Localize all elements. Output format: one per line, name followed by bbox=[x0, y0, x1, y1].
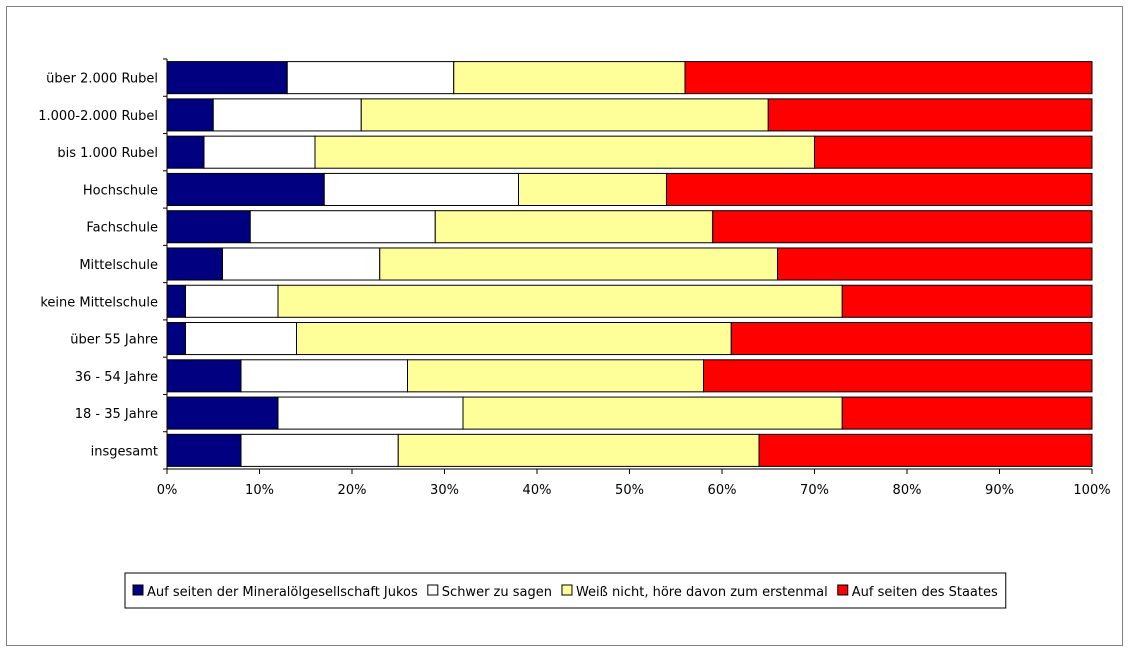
bar-segment-4-row-6 bbox=[777, 247, 1093, 281]
x-tick-label: 80% bbox=[893, 483, 922, 498]
legend-swatch-3 bbox=[561, 584, 573, 596]
y-tick-label: keine Mittelschule bbox=[40, 295, 158, 310]
bar-segment-4-row-2 bbox=[767, 98, 1093, 132]
legend-label-2: Schwer zu sagen bbox=[442, 585, 552, 600]
x-tick-label: 90% bbox=[985, 483, 1014, 498]
bar-segment-2-row-3 bbox=[203, 135, 316, 169]
bars-layer bbox=[166, 61, 1093, 467]
x-tick-label: 10% bbox=[245, 483, 274, 498]
bar-segment-4-row-11 bbox=[758, 433, 1093, 467]
legend-swatch-1 bbox=[132, 584, 144, 596]
x-tick-label: 60% bbox=[708, 483, 737, 498]
bar-segment-1-row-2 bbox=[166, 98, 214, 132]
x-tick-label: 50% bbox=[615, 483, 644, 498]
x-tick-label: 20% bbox=[338, 483, 367, 498]
x-tick-label: 40% bbox=[523, 483, 552, 498]
bar-segment-1-row-6 bbox=[166, 247, 223, 281]
bar-segment-3-row-7 bbox=[277, 284, 843, 318]
bar-segment-3-row-2 bbox=[360, 98, 769, 132]
y-tick-label: 18 - 35 Jahre bbox=[75, 407, 158, 422]
x-axis-labels: 0% 10% 20% 30% 40% 50% 60% 70% 80% 90% 100% bbox=[157, 483, 1111, 498]
bar-segment-1-row-3 bbox=[166, 135, 205, 169]
y-tick-label: 1.000-2.000 Rubel bbox=[38, 109, 158, 124]
legend-label-1: Auf seiten der Mineralölgesellschaft Juk… bbox=[147, 585, 418, 600]
bar-segment-2-row-7 bbox=[185, 284, 279, 318]
bar-segment-4-row-1 bbox=[684, 61, 1093, 95]
bar-segment-4-row-7 bbox=[841, 284, 1093, 318]
bar-segment-4-row-10 bbox=[841, 396, 1093, 430]
bar-segment-3-row-4 bbox=[518, 172, 667, 206]
legend-swatch-2 bbox=[427, 584, 439, 596]
y-tick-label: über 55 Jahre bbox=[70, 333, 158, 348]
bar-segment-2-row-10 bbox=[277, 396, 464, 430]
y-tick-label: 36 - 54 Jahre bbox=[75, 370, 158, 385]
bar-segment-2-row-5 bbox=[249, 210, 436, 244]
y-tick-label: Fachschule bbox=[86, 221, 158, 236]
legend: Auf seiten der Mineralölgesellschaft Juk… bbox=[124, 572, 1007, 609]
legend-label-3: Weiß nicht, höre davon zum erstenmal bbox=[576, 585, 828, 600]
bar-segment-1-row-11 bbox=[166, 433, 242, 467]
bar-segment-1-row-5 bbox=[166, 210, 251, 244]
bar-segment-2-row-11 bbox=[240, 433, 399, 467]
bar-segment-2-row-6 bbox=[222, 247, 381, 281]
bar-segment-1-row-8 bbox=[166, 322, 186, 356]
legend-label-4: Auf seiten des Staates bbox=[852, 585, 998, 600]
bar-segment-2-row-1 bbox=[286, 61, 455, 95]
bar-segment-3-row-9 bbox=[407, 359, 704, 393]
bar-segment-4-row-4 bbox=[666, 172, 1093, 206]
bar-segment-4-row-9 bbox=[703, 359, 1093, 393]
bar-segment-3-row-8 bbox=[296, 322, 732, 356]
bar-segment-4-row-3 bbox=[814, 135, 1093, 169]
y-tick-label: über 2.000 Rubel bbox=[46, 72, 158, 87]
y-tick-label: Hochschule bbox=[83, 183, 158, 198]
bar-segment-2-row-4 bbox=[323, 172, 519, 206]
x-tick-label: 0% bbox=[157, 483, 178, 498]
y-tick-label: bis 1.000 Rubel bbox=[57, 146, 158, 161]
bar-segment-3-row-3 bbox=[314, 135, 815, 169]
bar-segment-3-row-10 bbox=[462, 396, 843, 430]
bar-segment-3-row-5 bbox=[434, 210, 714, 244]
bar-segment-2-row-8 bbox=[185, 322, 297, 356]
bar-segment-3-row-1 bbox=[453, 61, 686, 95]
bar-segment-4-row-5 bbox=[712, 210, 1093, 244]
bar-segment-3-row-11 bbox=[397, 433, 760, 467]
bar-segment-2-row-9 bbox=[240, 359, 408, 393]
y-axis-labels: über 2.000 Rubel 1.000-2.000 Rubel bis 1.0… bbox=[38, 72, 158, 460]
bar-segment-1-row-4 bbox=[166, 172, 325, 206]
bar-segment-4-row-8 bbox=[730, 322, 1093, 356]
x-tick-label: 70% bbox=[800, 483, 829, 498]
axes-layer bbox=[163, 58, 1093, 474]
bar-segment-1-row-10 bbox=[166, 396, 279, 430]
bar-segment-1-row-1 bbox=[166, 61, 288, 95]
x-tick-label: 100% bbox=[1073, 483, 1110, 498]
y-tick-label: Mittelschule bbox=[79, 258, 158, 273]
bar-segment-1-row-7 bbox=[166, 284, 186, 318]
bar-segment-2-row-2 bbox=[212, 98, 362, 132]
bar-segment-1-row-9 bbox=[166, 359, 242, 393]
legend-swatch-4 bbox=[837, 584, 849, 596]
bar-segment-3-row-6 bbox=[379, 247, 778, 281]
x-tick-label: 30% bbox=[430, 483, 459, 498]
y-tick-label: insgesamt bbox=[91, 444, 158, 459]
